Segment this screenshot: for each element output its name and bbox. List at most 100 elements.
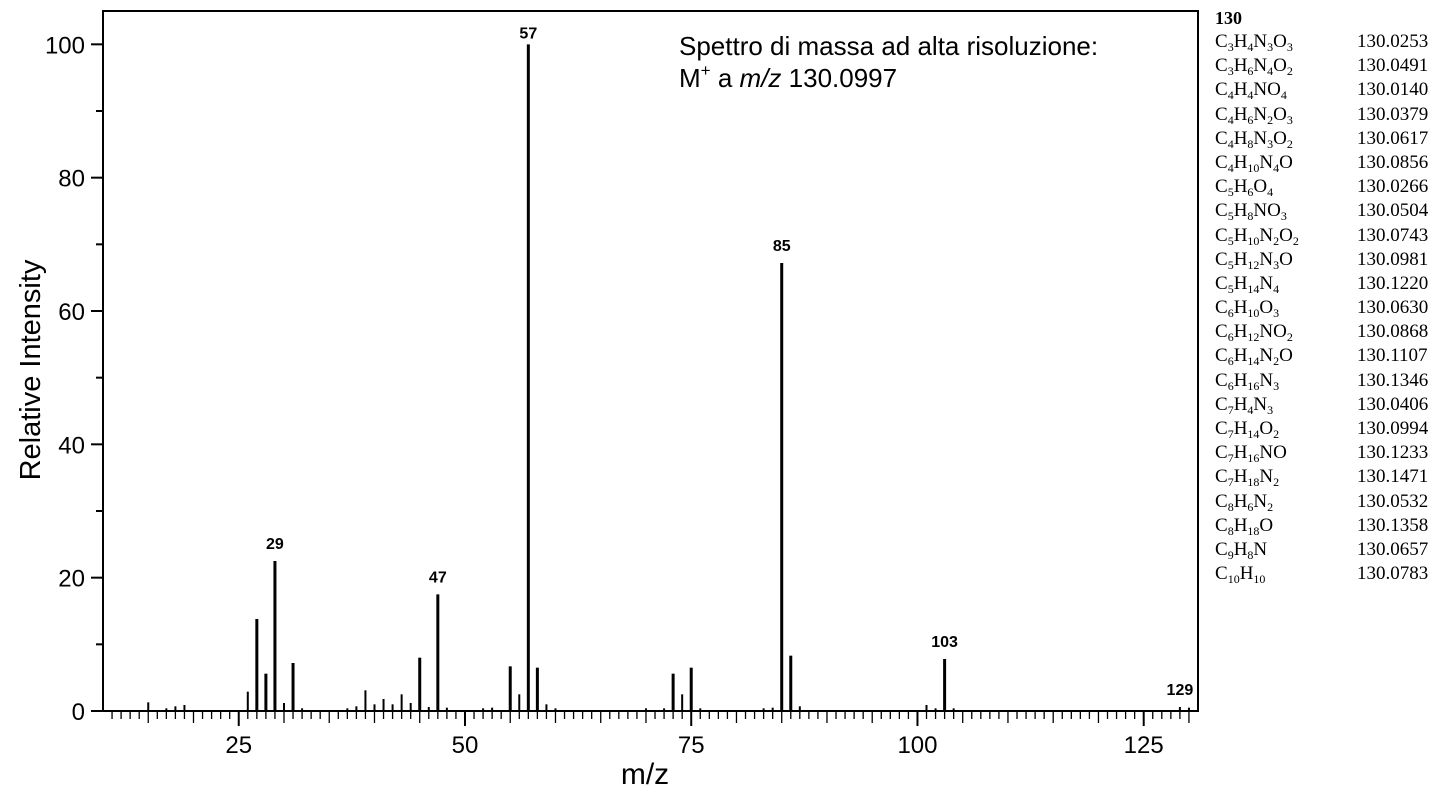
formula-mass: 130.1471 [1357,466,1429,488]
x-tick-label: 75 [678,732,705,759]
annotation-line-1: Spettro di massa ad alta risoluzione: [679,31,1098,61]
formula-row: C4H4NO4 130.0140 [1215,78,1455,102]
formula: C4H4NO4 [1215,79,1287,103]
x-axis: 25 50 75 100 125 [111,711,1190,759]
formula-row: C4H8N3O2 130.0617 [1215,127,1455,151]
annotation-mz: m/z [740,63,782,93]
formula-row: C3H6N4O2 130.0491 [1215,54,1455,78]
formula-mass: 130.0266 [1357,176,1429,198]
formula-mass: 130.1107 [1357,345,1428,367]
formula: C8H6N2 [1215,490,1274,514]
formula-mass: 130.0630 [1357,297,1429,319]
formula-row: C4H6N2O3 130.0379 [1215,103,1455,127]
formula: C4H10N4O [1215,151,1293,175]
peaks: 29 47 57 85 103 129 [147,25,1194,711]
formula-mass: 130.0994 [1357,418,1429,439]
formula-mass: 130.0743 [1357,224,1429,246]
formula: C5H6O4 [1215,176,1274,200]
formula-row: C6H14N2O 130.1107 [1215,344,1455,368]
peak-label-103: 103 [931,634,958,651]
formula-mass: 130.1233 [1357,442,1429,464]
y-tick-label: 20 [58,566,85,593]
formula-row: C6H16N3 130.1346 [1215,369,1455,393]
formula-mass: 130.0856 [1357,151,1429,173]
peak-label-47: 47 [429,569,447,586]
formula: C5H12N3O [1215,248,1293,272]
y-axis-label: Relative Intensity [15,259,47,480]
x-tick-label: 125 [1124,732,1164,759]
plot-frame [102,10,1199,712]
annotation-value: 130.0997 [781,63,897,93]
formula: C10H10 [1215,563,1266,587]
formula: C7H14O2 [1215,418,1280,441]
formula-mass: 130.0532 [1357,490,1429,512]
formula-mass: 130.0868 [1357,321,1429,343]
formula-row: C10H10 130.0783 [1215,562,1455,586]
formula-row: C3H4N3O3 130.0253 [1215,30,1455,54]
formula-row: C5H14N4 130.1220 [1215,272,1455,296]
formula-table: 130 C3H4N3O3 130.0253 C3H6N4O2 130.0491 C4H4… [1215,6,1455,586]
formula: C7H18N2 [1215,466,1280,490]
peak-label-29: 29 [266,536,284,553]
formula: C8H18O [1215,514,1274,538]
x-tick-label: 25 [225,732,252,759]
formula-mass: 130.0617 [1357,127,1429,149]
x-tick-label: 100 [897,732,937,759]
formula-mass: 130.1220 [1357,272,1429,294]
formula-row: C8H18O 130.1358 [1215,514,1455,538]
y-tick-label: 60 [58,299,85,326]
x-tick-label: 50 [452,732,479,759]
formula: C6H16N3 [1215,369,1280,393]
formula: C4H8N3O2 [1215,127,1293,151]
formula-row: C5H12N3O 130.0981 [1215,248,1455,272]
formula-row: C6H10O3 130.0630 [1215,296,1455,320]
formula: C5H14N4 [1215,272,1280,296]
formula-row: C5H6O4 130.0266 [1215,175,1455,199]
formula: C6H14N2O [1215,345,1293,369]
formula-mass: 130.0140 [1357,79,1429,101]
formula-mass: 130.1346 [1357,369,1429,391]
formula: C4H6N2O3 [1215,103,1293,127]
formula-mass: 130.0491 [1357,55,1429,77]
x-axis-label: m/z [621,758,669,789]
formula-row: C8H6N2 130.0532 [1215,490,1455,514]
y-tick-label: 40 [58,432,85,459]
formula: C6H10O3 [1215,297,1280,321]
formula: C9H8N [1215,538,1268,562]
formula-row: C7H16NO 130.1233 [1215,441,1455,465]
formula-mass: 130.0406 [1357,393,1429,415]
formula: C5H10N2O2 [1215,224,1299,248]
formula-row: C4H10N4O 130.0856 [1215,151,1455,175]
formula-row: C9H8N 130.0657 [1215,538,1455,562]
formula: C6H12NO2 [1215,321,1293,345]
formula-mass: 130.0981 [1357,248,1429,270]
formula-mass: 130.0657 [1357,538,1429,560]
formula-rows: C3H4N3O3 130.0253 C3H6N4O2 130.0491 C4H4NO4 1… [1215,30,1455,586]
formula-row: C7H4N3 130.0406 [1215,393,1455,417]
formula-mass: 130.1358 [1357,514,1429,536]
formula-mass: 130.0253 [1357,31,1429,52]
formula: C3H6N4O2 [1215,55,1293,79]
y-tick-label: 80 [58,166,85,193]
formula-row: C5H10N2O2 130.0743 [1215,224,1455,248]
y-tick-label: 0 [72,699,85,726]
y-axis: 0 20 40 60 80 100 [45,32,103,726]
peak-label-129: 129 [1167,682,1194,699]
formula: C5H8NO3 [1215,200,1287,224]
peak-label-57: 57 [519,25,537,42]
peak-label-85: 85 [773,238,791,255]
formula: C3H4N3O3 [1215,31,1293,54]
mass-spectrum-chart: 0 20 40 60 80 100 25 50 75 100 125 29 47 57 85 103 129… [15,10,1199,789]
y-tick-label: 100 [45,32,85,59]
formula-row: C6H12NO2 130.0868 [1215,320,1455,344]
formula-mass: 130.0504 [1357,200,1429,222]
formula-row: C5H8NO3 130.0504 [1215,199,1455,223]
annotation-line-2: M+ a m/z 130.0997 [679,61,897,93]
formula: C7H16NO [1215,442,1287,466]
formula-mass: 130.0379 [1357,103,1429,125]
annotation-sup: + [701,61,711,80]
annotation-m: M [679,63,701,93]
table-title: 130 [1215,8,1242,28]
formula-mass: 130.0783 [1357,563,1429,585]
formula-row: C7H14O2 130.0994 [1215,417,1455,441]
